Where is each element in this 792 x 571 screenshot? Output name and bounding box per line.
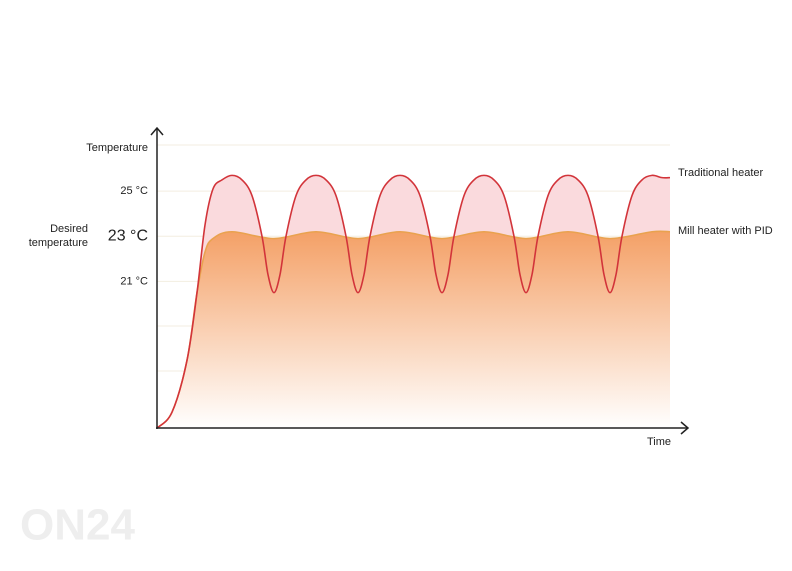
series-label: Mill heater with PID <box>678 225 773 237</box>
watermark: ON24 <box>20 501 135 550</box>
y-tick-label: 25 °C <box>120 185 148 197</box>
y-tick-label: 23 °C <box>108 227 148 244</box>
x-axis-label: Time <box>647 436 671 448</box>
plot <box>156 174 671 429</box>
series-area <box>157 231 670 428</box>
series-label: Traditional heater <box>678 167 764 179</box>
annotation: Desired temperature <box>28 223 88 249</box>
y-axis-label: Temperature <box>86 142 148 154</box>
y-tick-label: 21 °C <box>120 275 148 287</box>
y-arrow <box>150 126 164 136</box>
x-arrow <box>680 421 690 435</box>
series-line <box>156 174 671 429</box>
